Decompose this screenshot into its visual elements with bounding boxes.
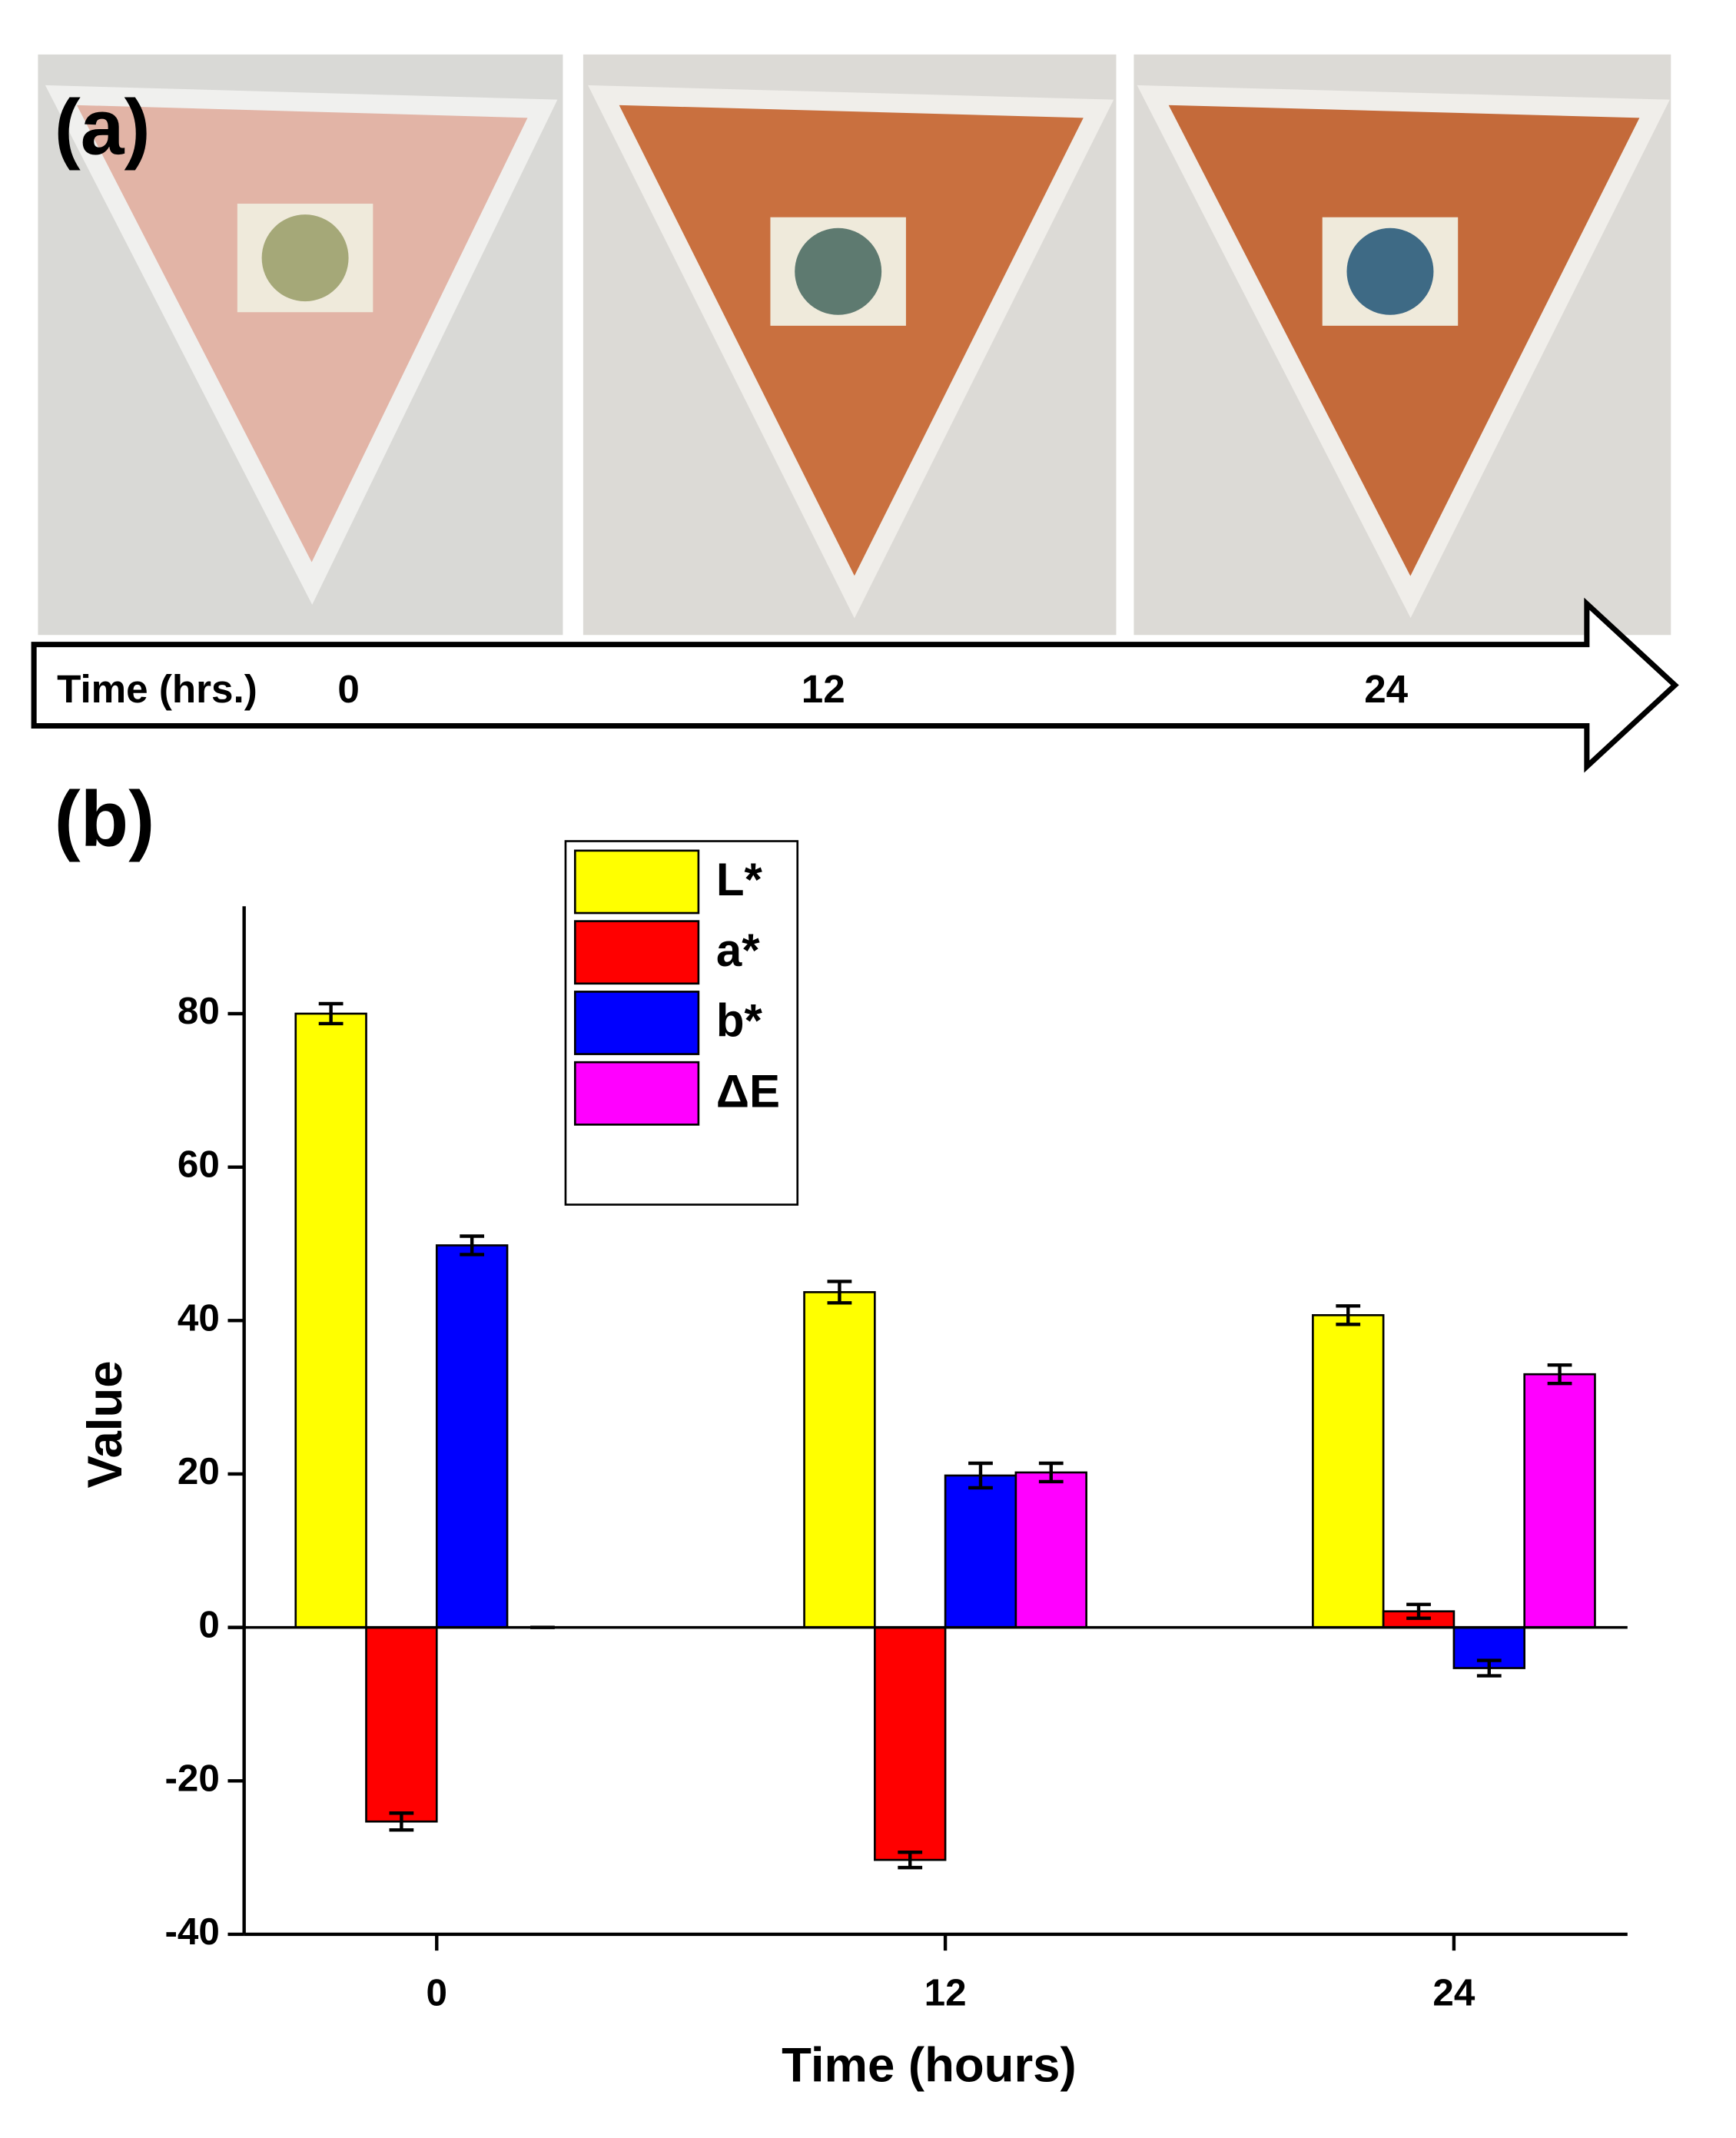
error-bar — [318, 1001, 344, 1026]
y-tick-label: 60 — [178, 1144, 220, 1186]
arrow-label: Time (hrs.) — [57, 667, 257, 711]
error-bar — [827, 1280, 852, 1305]
bar — [803, 1291, 876, 1628]
legend-swatch — [573, 849, 700, 915]
time-label: 24 — [1364, 667, 1408, 711]
x-tick-label: 24 — [1432, 1971, 1475, 2014]
y-tick-label: -20 — [164, 1757, 219, 1799]
error-bar — [898, 1850, 923, 1870]
y-axis-title: Value — [78, 1360, 132, 1488]
legend-swatch — [573, 920, 700, 985]
error-bar — [460, 1234, 485, 1257]
legend-label: L* — [716, 854, 763, 905]
x-tick-label: 12 — [924, 1971, 967, 2014]
error-bar — [1336, 1304, 1361, 1326]
time-label: 0 — [337, 667, 359, 711]
legend-label: b* — [716, 995, 763, 1047]
bar — [435, 1244, 509, 1628]
sensor — [261, 214, 349, 302]
y-tick-label: 0 — [198, 1604, 219, 1646]
time-arrow — [31, 597, 1679, 773]
error-bar — [968, 1461, 993, 1490]
error-bar — [1406, 1602, 1431, 1620]
y-tick-label: 80 — [178, 990, 220, 1032]
legend-label: a* — [716, 925, 760, 976]
sensor — [1346, 227, 1434, 315]
x-axis-title: Time (hours) — [782, 2037, 1076, 2092]
bar — [294, 1012, 367, 1628]
bar — [874, 1626, 947, 1861]
legend-label: ΔE — [716, 1065, 780, 1117]
bar — [1014, 1471, 1087, 1628]
bar — [944, 1474, 1017, 1628]
error-bar — [389, 1811, 414, 1832]
y-tick-label: 20 — [178, 1450, 220, 1492]
panel-label: (b) — [55, 774, 155, 862]
error-bar — [1547, 1363, 1572, 1386]
tray — [588, 85, 1114, 619]
y-tick-label: -40 — [164, 1911, 219, 1953]
tray — [45, 85, 558, 605]
error-bar — [1476, 1658, 1502, 1678]
bar — [1312, 1314, 1385, 1628]
legend-swatch — [573, 1061, 700, 1126]
photos — [38, 54, 1671, 636]
bar — [365, 1626, 438, 1823]
time-label: 12 — [802, 667, 845, 711]
panel-label: (a) — [55, 82, 151, 171]
x-tick-label: 0 — [427, 1971, 447, 2014]
sensor — [795, 227, 882, 315]
error-bar — [1038, 1461, 1064, 1484]
y-tick-label: 40 — [178, 1296, 220, 1339]
tray — [1137, 85, 1670, 619]
bar — [1523, 1373, 1596, 1628]
legend-swatch — [573, 991, 700, 1055]
